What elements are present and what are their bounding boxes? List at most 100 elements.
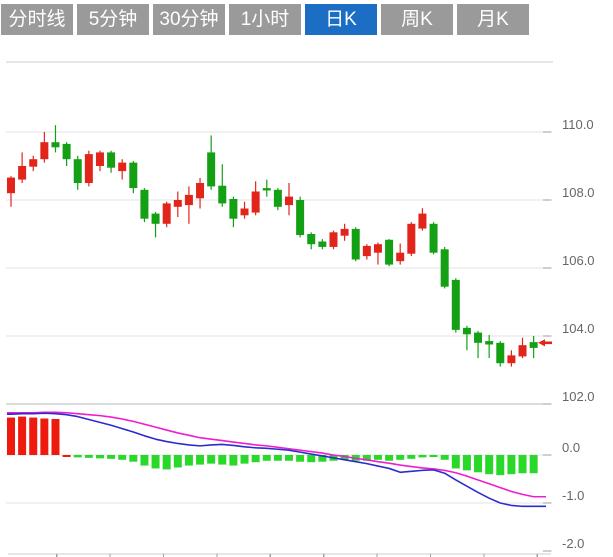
macd-histogram-bar [462,455,471,471]
macd-histogram-bar [84,455,93,458]
macd-histogram-bar [62,455,71,457]
macd-histogram-bar [196,455,205,465]
candle-up [196,183,205,199]
candle-down [451,279,460,330]
macd-histogram-bar [474,455,483,473]
candle-down [485,341,494,345]
candle-down [62,143,71,160]
candle-up [418,213,427,229]
macd-histogram-bar [507,455,516,475]
candle-down [218,185,227,204]
macd-histogram-bar [7,417,15,455]
dea-line [7,411,546,498]
indicator-axis-label: 0.0 [562,440,580,455]
candle-down [307,234,316,245]
candle-down [107,152,116,168]
candle-down [151,213,160,224]
tab-30min[interactable]: 30分钟 [153,4,225,35]
indicator-axis-label: -2.0 [562,536,584,551]
macd-histogram-bar [496,455,505,476]
tab-daily-k[interactable]: 日K [305,4,377,35]
candle-down [351,228,360,260]
macd-histogram-bar [95,455,104,459]
candle-up [362,245,371,257]
macd-histogram-bar [140,455,149,466]
macd-histogram-bar [362,455,371,461]
last-price-marker-icon [538,339,552,347]
macd-histogram-bar [173,455,182,468]
candle-down [462,327,471,335]
macd-histogram-bar [18,416,27,455]
macd-histogram-bar [262,455,271,461]
candle-up [251,191,260,213]
candle-down [474,332,483,343]
price-axis-label: 108.0 [562,185,595,200]
macd-histogram-bar [218,455,227,465]
macd-histogram-bar [318,455,327,462]
tab-timeshare[interactable]: 分时线 [1,4,73,35]
macd-histogram-bar [162,455,171,470]
tab-monthly-k[interactable]: 月K [457,4,529,35]
tab-1hour[interactable]: 1小时 [229,4,301,35]
candle-down [207,152,216,187]
tab-5min[interactable]: 5分钟 [77,4,149,35]
macd-histogram-bar [107,455,116,459]
dif-line [7,412,546,508]
macd-histogram-bar [429,455,438,457]
macd-histogram-bar [451,455,460,469]
candle-up [84,154,93,183]
candle-up [373,244,382,253]
candle-down [129,162,138,189]
candle-up [118,162,127,172]
candle-up [184,194,193,206]
macd-histogram-bar [307,455,316,463]
candle-up [173,200,182,207]
macd-histogram-bar [29,417,38,455]
macd-histogram-bar [373,455,382,460]
candle-up [329,232,338,247]
candle-up [162,203,171,224]
price-axis-label: 106.0 [562,253,595,268]
macd-histogram-bar [51,419,60,455]
candle-up [407,223,416,254]
macd-histogram-bar [418,455,427,458]
macd-histogram-bar [385,455,394,461]
macd-histogram-bar [518,455,527,474]
candle-down [73,159,82,183]
candle-down [262,188,271,191]
macd-histogram-bar [296,455,305,462]
macd-histogram-bar [229,455,238,466]
price-axis-label: 102.0 [562,389,595,404]
period-tabbar: 分时线 5分钟 30分钟 1小时 日K 周K 月K [1,4,529,35]
macd-histogram-bar [251,455,260,463]
macd-histogram-bar [485,455,494,475]
price-axis-label: 110.0 [562,117,594,132]
candle-up [29,159,38,167]
macd-histogram-bar [129,455,138,462]
macd-histogram-bar [207,455,216,464]
candle-down [496,342,505,364]
price-axis-label: 104.0 [562,321,595,336]
macd-histogram-bar [529,455,538,474]
candle-up [18,166,27,180]
macd-histogram-bar [73,455,82,458]
candle-up [396,252,405,262]
indicator-axis-label: -1.0 [562,488,584,503]
macd-histogram-bar [273,455,282,461]
macd-histogram-bar [184,455,193,466]
macd-histogram-bar [407,455,416,459]
macd-histogram-bar [240,455,249,464]
candle-down [529,342,538,348]
candle-down [229,198,238,219]
tab-weekly-k[interactable]: 周K [381,4,453,35]
candle-down [273,189,282,207]
candle-up [507,355,516,364]
candle-down [296,200,305,236]
candle-down [140,189,149,219]
macd-histogram-bar [285,455,293,461]
candle-down [51,142,60,148]
candle-down [385,239,394,265]
macd-histogram-bar [440,455,449,460]
